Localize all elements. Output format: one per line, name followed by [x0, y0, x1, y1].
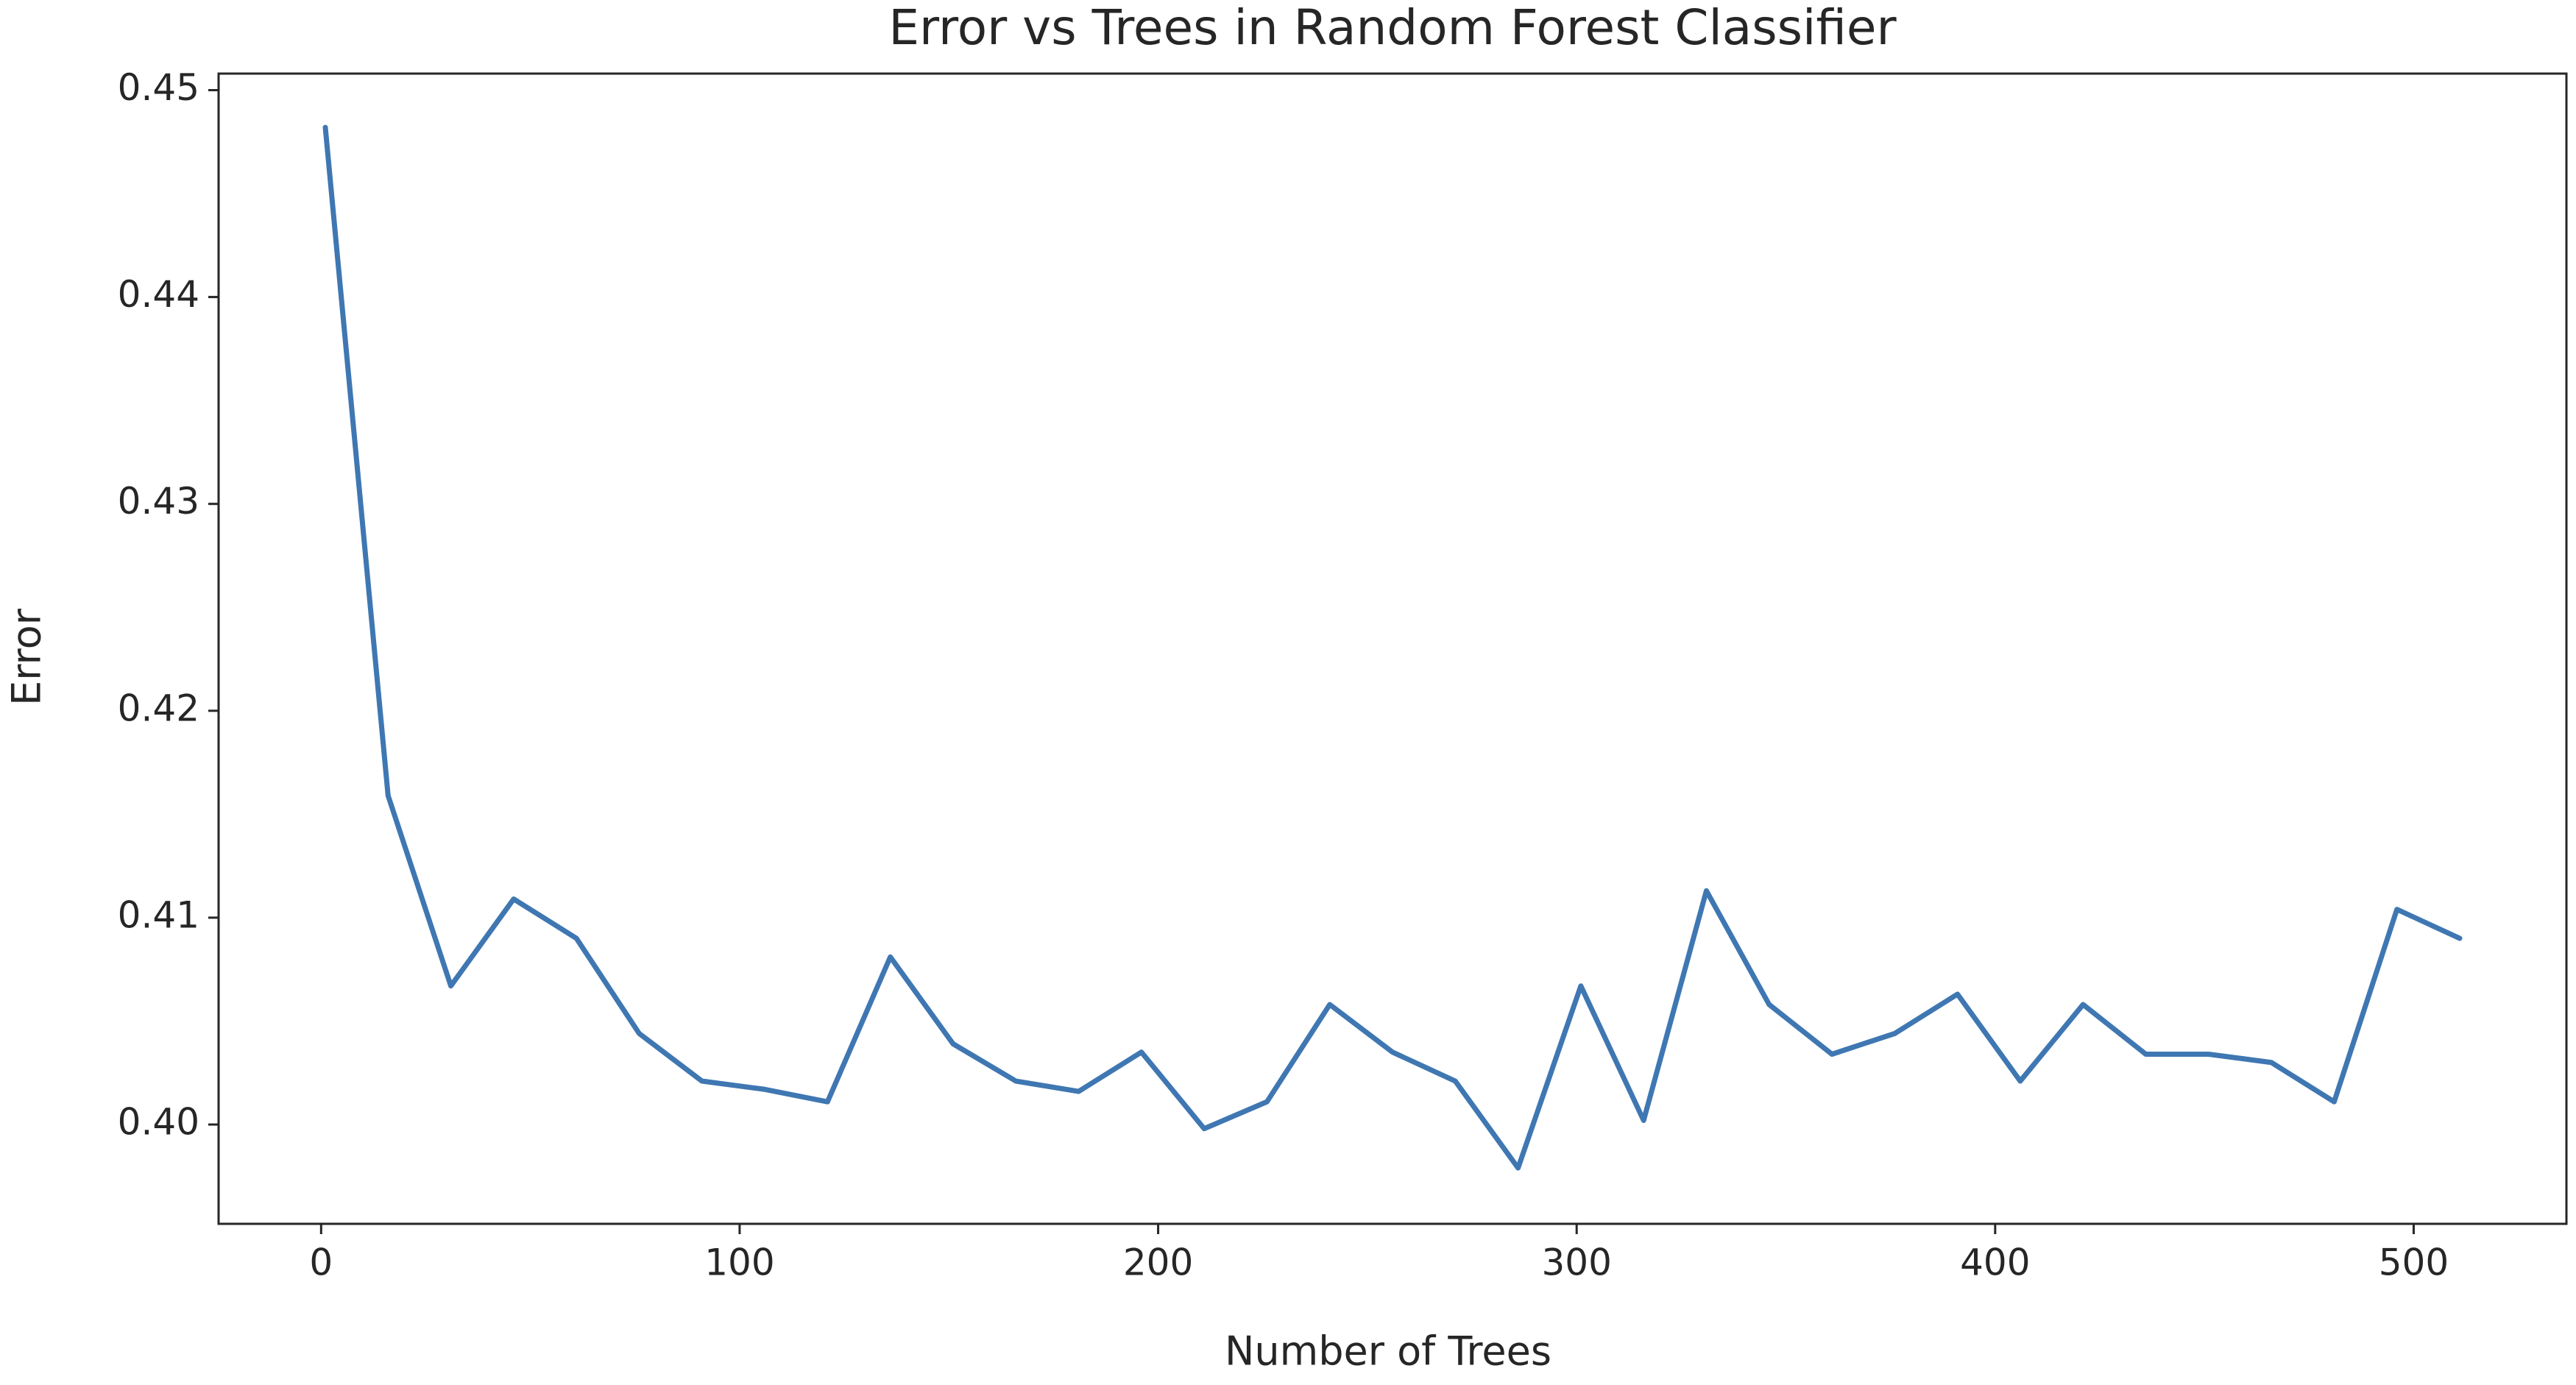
y-tick-label: 0.42 [118, 687, 199, 729]
x-tick-label: 300 [1541, 1241, 1611, 1284]
y-tick-label: 0.40 [118, 1101, 199, 1144]
x-tick-label: 100 [704, 1241, 774, 1284]
chart-title: Error vs Trees in Random Forest Classifi… [888, 0, 1897, 56]
data-line [322, 124, 2463, 1171]
y-tick-label: 0.43 [118, 480, 199, 523]
x-tick-label: 0 [309, 1241, 333, 1284]
x-axis-label: Number of Trees [1225, 1328, 1551, 1375]
y-tick-label: 0.44 [118, 273, 199, 316]
x-tick-label: 500 [2379, 1241, 2449, 1284]
y-axis-label: Error [4, 608, 50, 705]
y-tick-label: 0.41 [118, 893, 199, 936]
y-tick-label: 0.45 [118, 66, 199, 109]
x-tick-label: 200 [1123, 1241, 1193, 1284]
plot-frame [217, 72, 2568, 1225]
x-tick-label: 400 [1960, 1241, 2030, 1284]
